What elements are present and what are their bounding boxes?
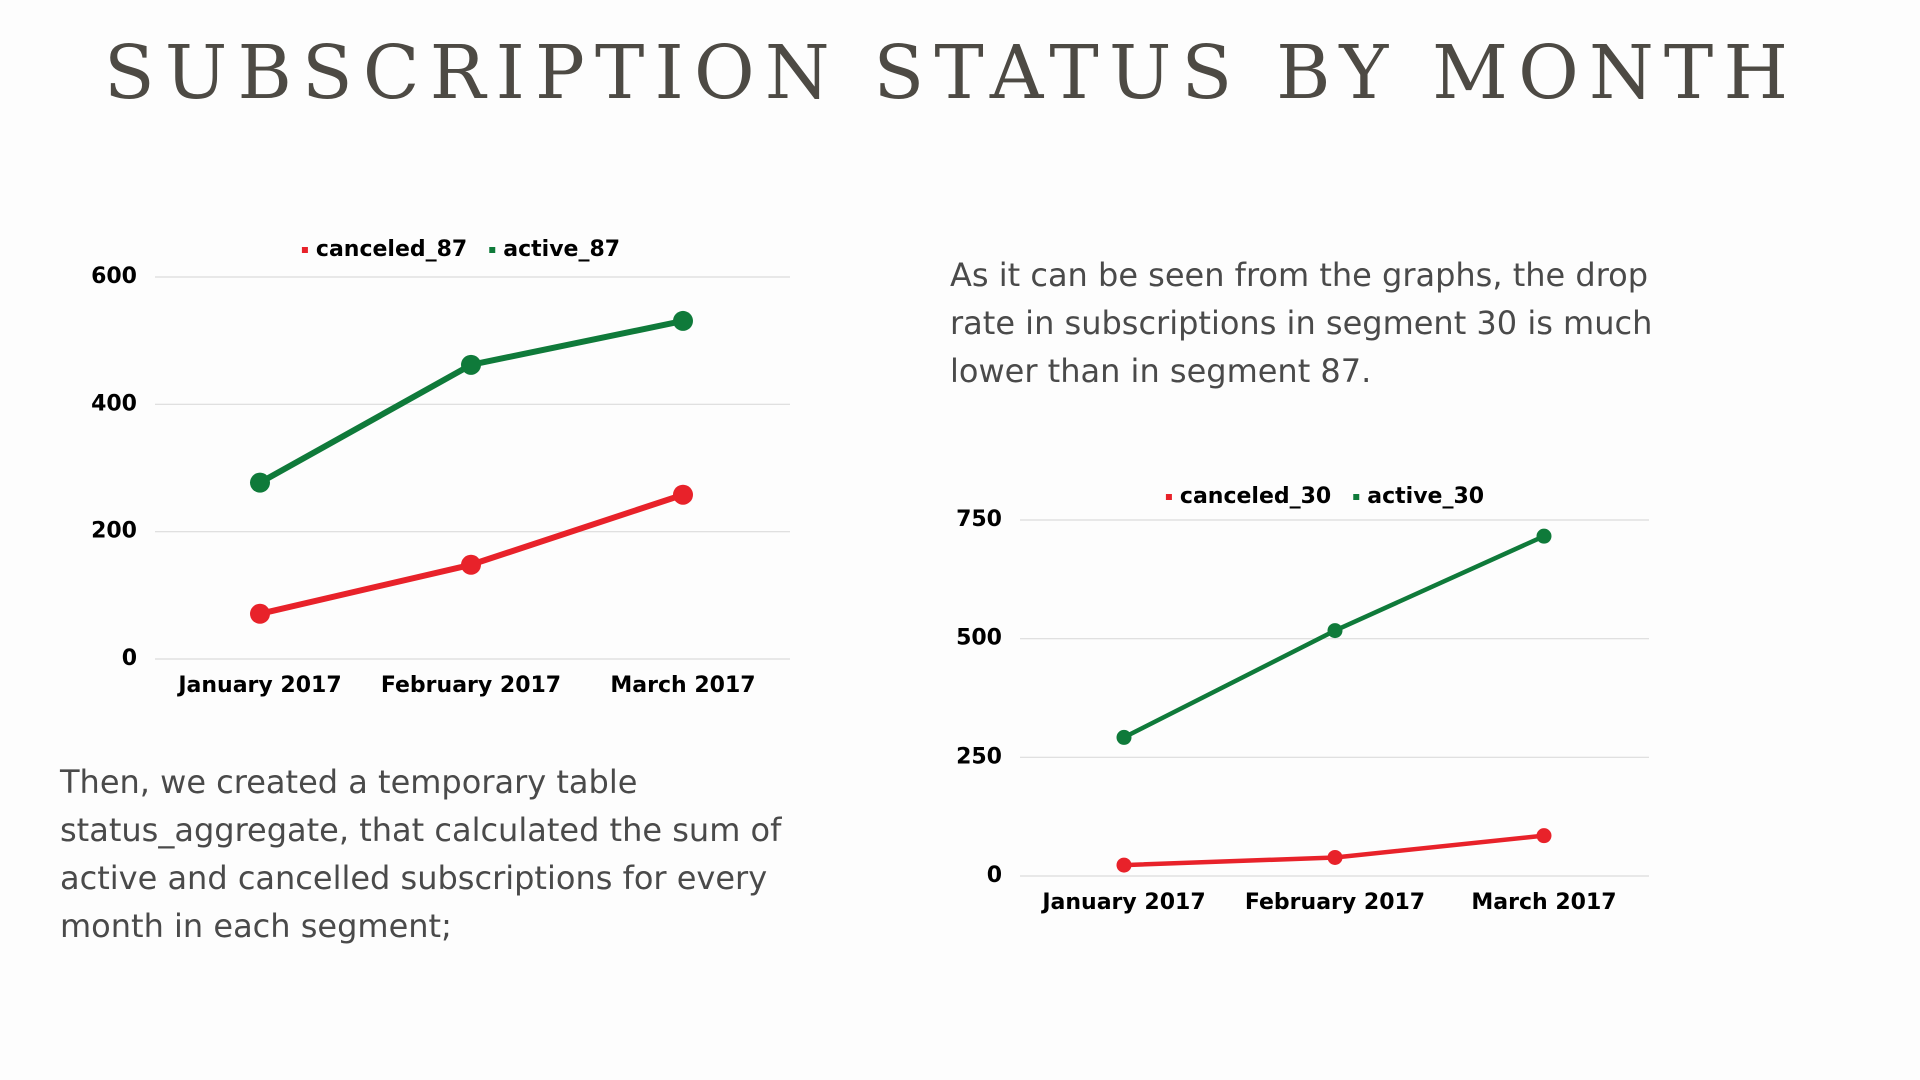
legend-swatch (489, 247, 496, 253)
x-tick-label: February 2017 (1245, 890, 1425, 915)
paragraph-line: rate in subscriptions in segment 30 is m… (950, 304, 1652, 342)
y-tick-label: 0 (987, 863, 1002, 888)
legend-label: canceled_87 (316, 237, 467, 262)
x-tick-label: March 2017 (1471, 890, 1616, 915)
y-tick-label: 0 (122, 646, 137, 671)
paragraph-line: month in each segment; (60, 907, 452, 945)
point (1327, 623, 1343, 639)
x-tick-label: March 2017 (610, 673, 755, 698)
point (673, 310, 693, 331)
point (1116, 857, 1132, 873)
point (1536, 528, 1552, 544)
x-tick-label: January 2017 (176, 673, 341, 698)
legend-label: active_30 (1367, 484, 1484, 509)
point (1116, 729, 1132, 745)
point (673, 484, 693, 505)
paragraph-line: active and cancelled subscriptions for e… (60, 859, 767, 897)
y-tick-label: 600 (91, 264, 137, 289)
y-tick-label: 750 (956, 507, 1002, 532)
paragraph-line: As it can be seen from the graphs, the d… (950, 256, 1648, 294)
paragraph-line: status_aggregate, that calculated the su… (60, 811, 782, 849)
point (250, 603, 270, 624)
legend-swatch (1353, 494, 1360, 500)
y-tick-label: 200 (91, 519, 137, 544)
point (461, 554, 481, 575)
x-tick-label: February 2017 (381, 673, 561, 698)
legend-swatch (1165, 494, 1172, 500)
legend-label: canceled_30 (1180, 484, 1331, 509)
y-tick-label: 400 (91, 391, 137, 416)
x-tick-label: January 2017 (1040, 890, 1205, 915)
point (1536, 828, 1552, 844)
point (1327, 849, 1343, 865)
legend-label: active_87 (503, 237, 620, 262)
y-tick-label: 250 (956, 744, 1002, 769)
legend-swatch (301, 247, 308, 253)
paragraph-line: Then, we created a temporary table (59, 763, 637, 801)
paragraph-line: lower than in segment 87. (950, 352, 1371, 390)
slide-title: SUBSCRIPTION STATUS BY MONTH (104, 30, 1788, 116)
point (461, 354, 481, 375)
point (250, 472, 270, 493)
y-tick-label: 500 (956, 626, 1002, 651)
